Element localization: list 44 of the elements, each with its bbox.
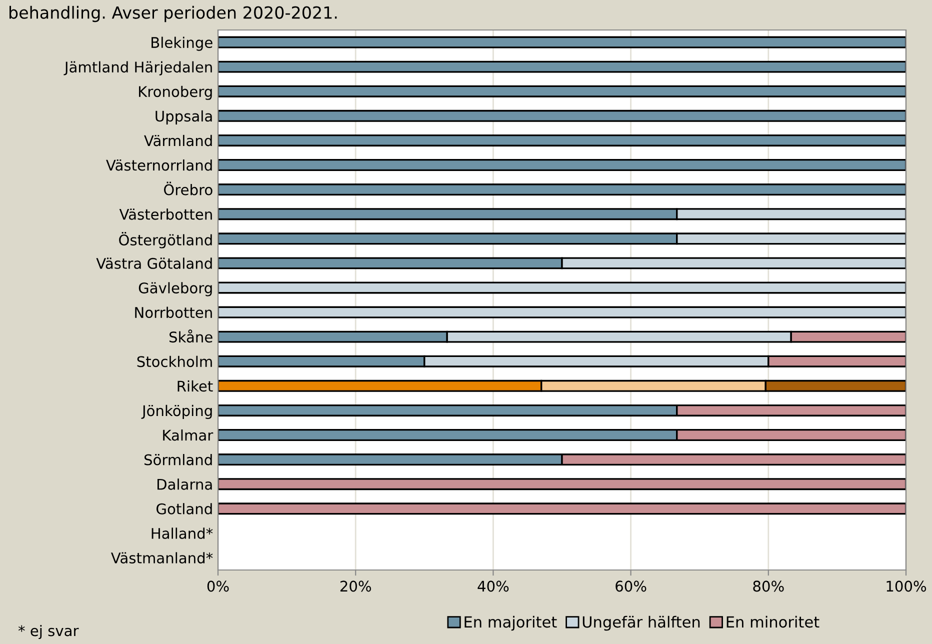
y-tick-label: Blekinge xyxy=(152,36,212,51)
bar xyxy=(218,502,906,515)
y-tick-label: Östergötland xyxy=(119,232,212,248)
bar xyxy=(218,478,906,490)
y-tick-label: Jönköping xyxy=(141,404,212,420)
x-tick-label: 0% xyxy=(207,580,229,592)
x-tick-label: 100% xyxy=(886,580,926,592)
bar xyxy=(218,60,906,73)
text: * ej svar xyxy=(18,624,79,640)
x-tick-label: 80% xyxy=(753,580,784,592)
bar xyxy=(218,110,906,122)
bar xyxy=(218,282,906,294)
y-tick-label: Sörmland xyxy=(144,454,212,466)
y-tick-label: Jämtland Härjedalen xyxy=(64,61,212,76)
x-tick-label: 60% xyxy=(616,580,646,592)
bar xyxy=(218,184,906,196)
y-tick-label: Västernorrland xyxy=(106,159,212,171)
legend-label: En majoritet xyxy=(464,616,557,631)
bar xyxy=(218,36,906,48)
y-tick-label: Gotland xyxy=(156,503,212,514)
y-tick-label: Örebro xyxy=(164,182,212,196)
y-tick-label: Skåne xyxy=(170,330,212,343)
bar xyxy=(218,159,906,171)
y-tick-label: Gävleborg xyxy=(138,282,212,296)
y-tick-label: Västmanland* xyxy=(110,552,213,564)
y-tick-label: Halland* xyxy=(152,528,213,539)
x-tick-label: 40% xyxy=(478,580,509,592)
y-tick-label: Riket xyxy=(178,380,213,392)
x-tick-label: 20% xyxy=(340,580,371,592)
y-tick-label: Kronoberg xyxy=(139,86,212,100)
legend-label: En minoritet xyxy=(726,616,820,628)
y-tick-label: Västerbotten xyxy=(119,208,212,220)
bar xyxy=(218,306,906,318)
y-tick-label: Dalarna xyxy=(157,478,212,490)
bar xyxy=(218,85,906,98)
legend-label: Ungefär hälften xyxy=(582,616,700,631)
y-tick-label: Norrbotten xyxy=(135,306,212,318)
y-tick-label: Kalmar xyxy=(163,429,214,441)
chart-title: behandling. Avser perioden 2020-2021. xyxy=(10,6,337,22)
y-tick-label: Stockholm xyxy=(137,356,212,368)
bar xyxy=(218,134,906,146)
y-tick-label: Värmland xyxy=(144,134,212,146)
y-tick-label: Uppsala xyxy=(156,110,212,124)
y-tick-label: Västra Götaland xyxy=(96,258,212,269)
